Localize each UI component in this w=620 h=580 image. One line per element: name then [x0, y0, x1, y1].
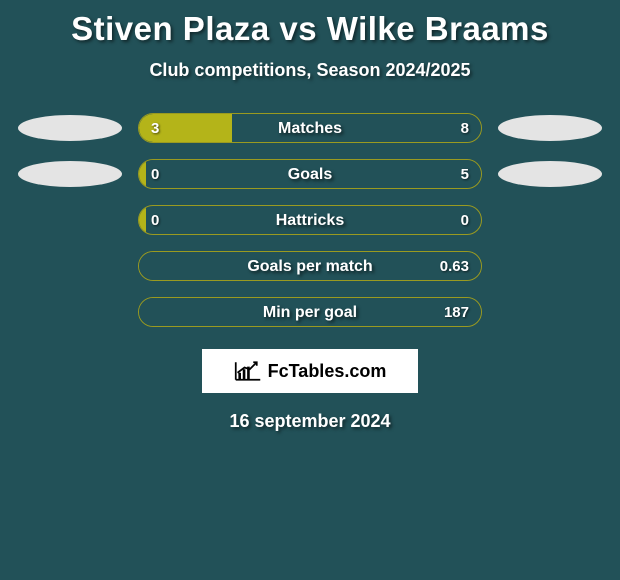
brand-label: FcTables.com	[268, 361, 387, 382]
stat-row: 187Min per goal	[0, 297, 620, 327]
player-marker-left	[18, 161, 122, 187]
comparison-chart: 38Matches 05Goals 00Hattricks 0.63Goals per…	[0, 113, 620, 327]
stat-bar: 05Goals	[138, 159, 482, 189]
date-label: 16 september 2024	[0, 411, 620, 432]
page-subtitle: Club competitions, Season 2024/2025	[0, 60, 620, 81]
stat-row: 05Goals	[0, 159, 620, 189]
stat-bar: 38Matches	[138, 113, 482, 143]
stat-label: Goals per match	[139, 252, 481, 281]
stat-bar: 00Hattricks	[138, 205, 482, 235]
stat-label: Hattricks	[139, 206, 481, 235]
stat-row: 38Matches	[0, 113, 620, 143]
stat-label: Matches	[139, 114, 481, 143]
brand-badge: FcTables.com	[202, 349, 418, 393]
player-marker-right	[498, 115, 602, 141]
stat-label: Goals	[139, 160, 481, 189]
stat-row: 0.63Goals per match	[0, 251, 620, 281]
chart-growth-icon	[234, 360, 262, 382]
player-marker-left	[18, 115, 122, 141]
stat-bar: 187Min per goal	[138, 297, 482, 327]
stat-row: 00Hattricks	[0, 205, 620, 235]
stat-label: Min per goal	[139, 298, 481, 327]
player-marker-right	[498, 161, 602, 187]
page-title: Stiven Plaza vs Wilke Braams	[0, 0, 620, 48]
stat-bar: 0.63Goals per match	[138, 251, 482, 281]
